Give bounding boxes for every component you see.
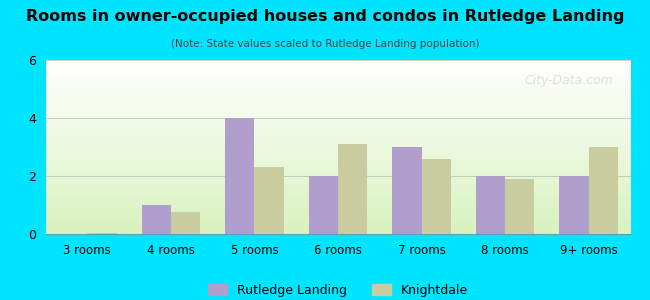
Text: (Note: State values scaled to Rutledge Landing population): (Note: State values scaled to Rutledge L… <box>171 39 479 49</box>
Text: City-Data.com: City-Data.com <box>524 74 613 87</box>
Bar <box>422 159 451 234</box>
Bar <box>560 176 589 234</box>
Bar <box>171 212 200 234</box>
Bar <box>87 232 116 234</box>
Bar <box>142 205 171 234</box>
Bar <box>589 147 618 234</box>
Bar <box>338 144 367 234</box>
Bar <box>225 118 254 234</box>
Legend: Rutledge Landing, Knightdale: Rutledge Landing, Knightdale <box>203 278 473 300</box>
Bar <box>476 176 505 234</box>
Bar <box>393 147 422 234</box>
Bar <box>505 179 534 234</box>
Text: Rooms in owner-occupied houses and condos in Rutledge Landing: Rooms in owner-occupied houses and condo… <box>26 9 624 24</box>
Bar <box>254 167 283 234</box>
Bar <box>309 176 338 234</box>
